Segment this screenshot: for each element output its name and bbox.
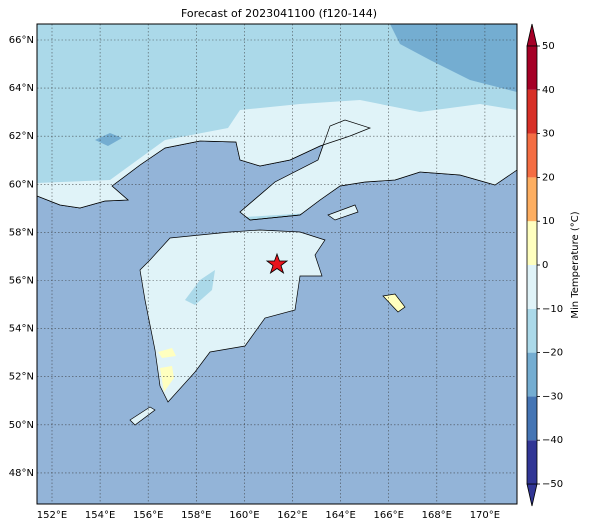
colorbar-tick-label: −40 — [542, 435, 563, 446]
warm-patch — [158, 348, 176, 358]
title: Forecast of 2023041100 (f120-144) — [181, 7, 377, 20]
peninsula — [139, 229, 326, 403]
colorbar-tick-label: 30 — [542, 129, 555, 140]
colorbar-tick-label: 10 — [542, 216, 555, 227]
colorbar-segment — [527, 177, 537, 222]
lat-label: 66°N — [9, 35, 34, 46]
lat-label: 48°N — [9, 468, 34, 479]
colorbar-tick-label: 50 — [542, 41, 555, 52]
colorbar-segment — [527, 46, 537, 90]
lon-label: 152°E — [37, 510, 67, 521]
colorbar-tick-label: −30 — [542, 391, 563, 402]
cold-zone — [390, 24, 517, 92]
lat-label: 58°N — [9, 227, 34, 238]
island — [129, 406, 156, 426]
colorbar-tick-label: 0 — [542, 260, 548, 271]
colorbar-extend-high — [526, 23, 538, 47]
colorbar-tick-label: −10 — [542, 304, 563, 315]
colorbar-tick-label: −50 — [542, 479, 563, 490]
colorbar-segment — [527, 133, 537, 178]
map — [37, 24, 517, 504]
lon-label: 158°E — [181, 510, 211, 521]
lon-label: 166°E — [373, 510, 403, 521]
coastline — [37, 24, 517, 221]
lat-label: 60°N — [9, 179, 34, 190]
island — [327, 204, 359, 221]
colorbar-label: Min Temperature (°C) — [570, 211, 581, 318]
lon-label: 154°E — [85, 510, 115, 521]
lon-label: 168°E — [422, 510, 452, 521]
colorbar-tick-label: 40 — [542, 85, 555, 96]
lat-label: 56°N — [9, 276, 34, 287]
colorbar-segment — [527, 265, 537, 309]
colorbar-segment — [527, 221, 537, 265]
lat-label: 52°N — [9, 372, 34, 383]
lon-label: 170°E — [470, 510, 500, 521]
colorbar-segment — [527, 308, 537, 353]
station-marker — [265, 252, 289, 275]
lon-label: 162°E — [277, 510, 307, 521]
lon-label: 164°E — [325, 510, 355, 521]
lat-label: 50°N — [9, 420, 34, 431]
map-frame — [36, 23, 518, 505]
lon-label: 156°E — [133, 510, 163, 521]
lat-label: 62°N — [9, 131, 34, 142]
warm-patch — [160, 366, 174, 392]
colorbar-segment — [527, 89, 537, 134]
colorbar-segment — [527, 440, 537, 484]
lat-label: 64°N — [9, 83, 34, 94]
cold-patch — [185, 270, 215, 305]
colorbar-tick-label: 20 — [542, 172, 555, 183]
colorbar-segment — [527, 352, 537, 397]
lat-label: 54°N — [9, 324, 34, 335]
colorbar-extend-low — [526, 483, 538, 507]
colorbar-tick-label: −20 — [542, 348, 563, 359]
lon-label: 160°E — [229, 510, 259, 521]
colorbar-segment — [527, 396, 537, 441]
